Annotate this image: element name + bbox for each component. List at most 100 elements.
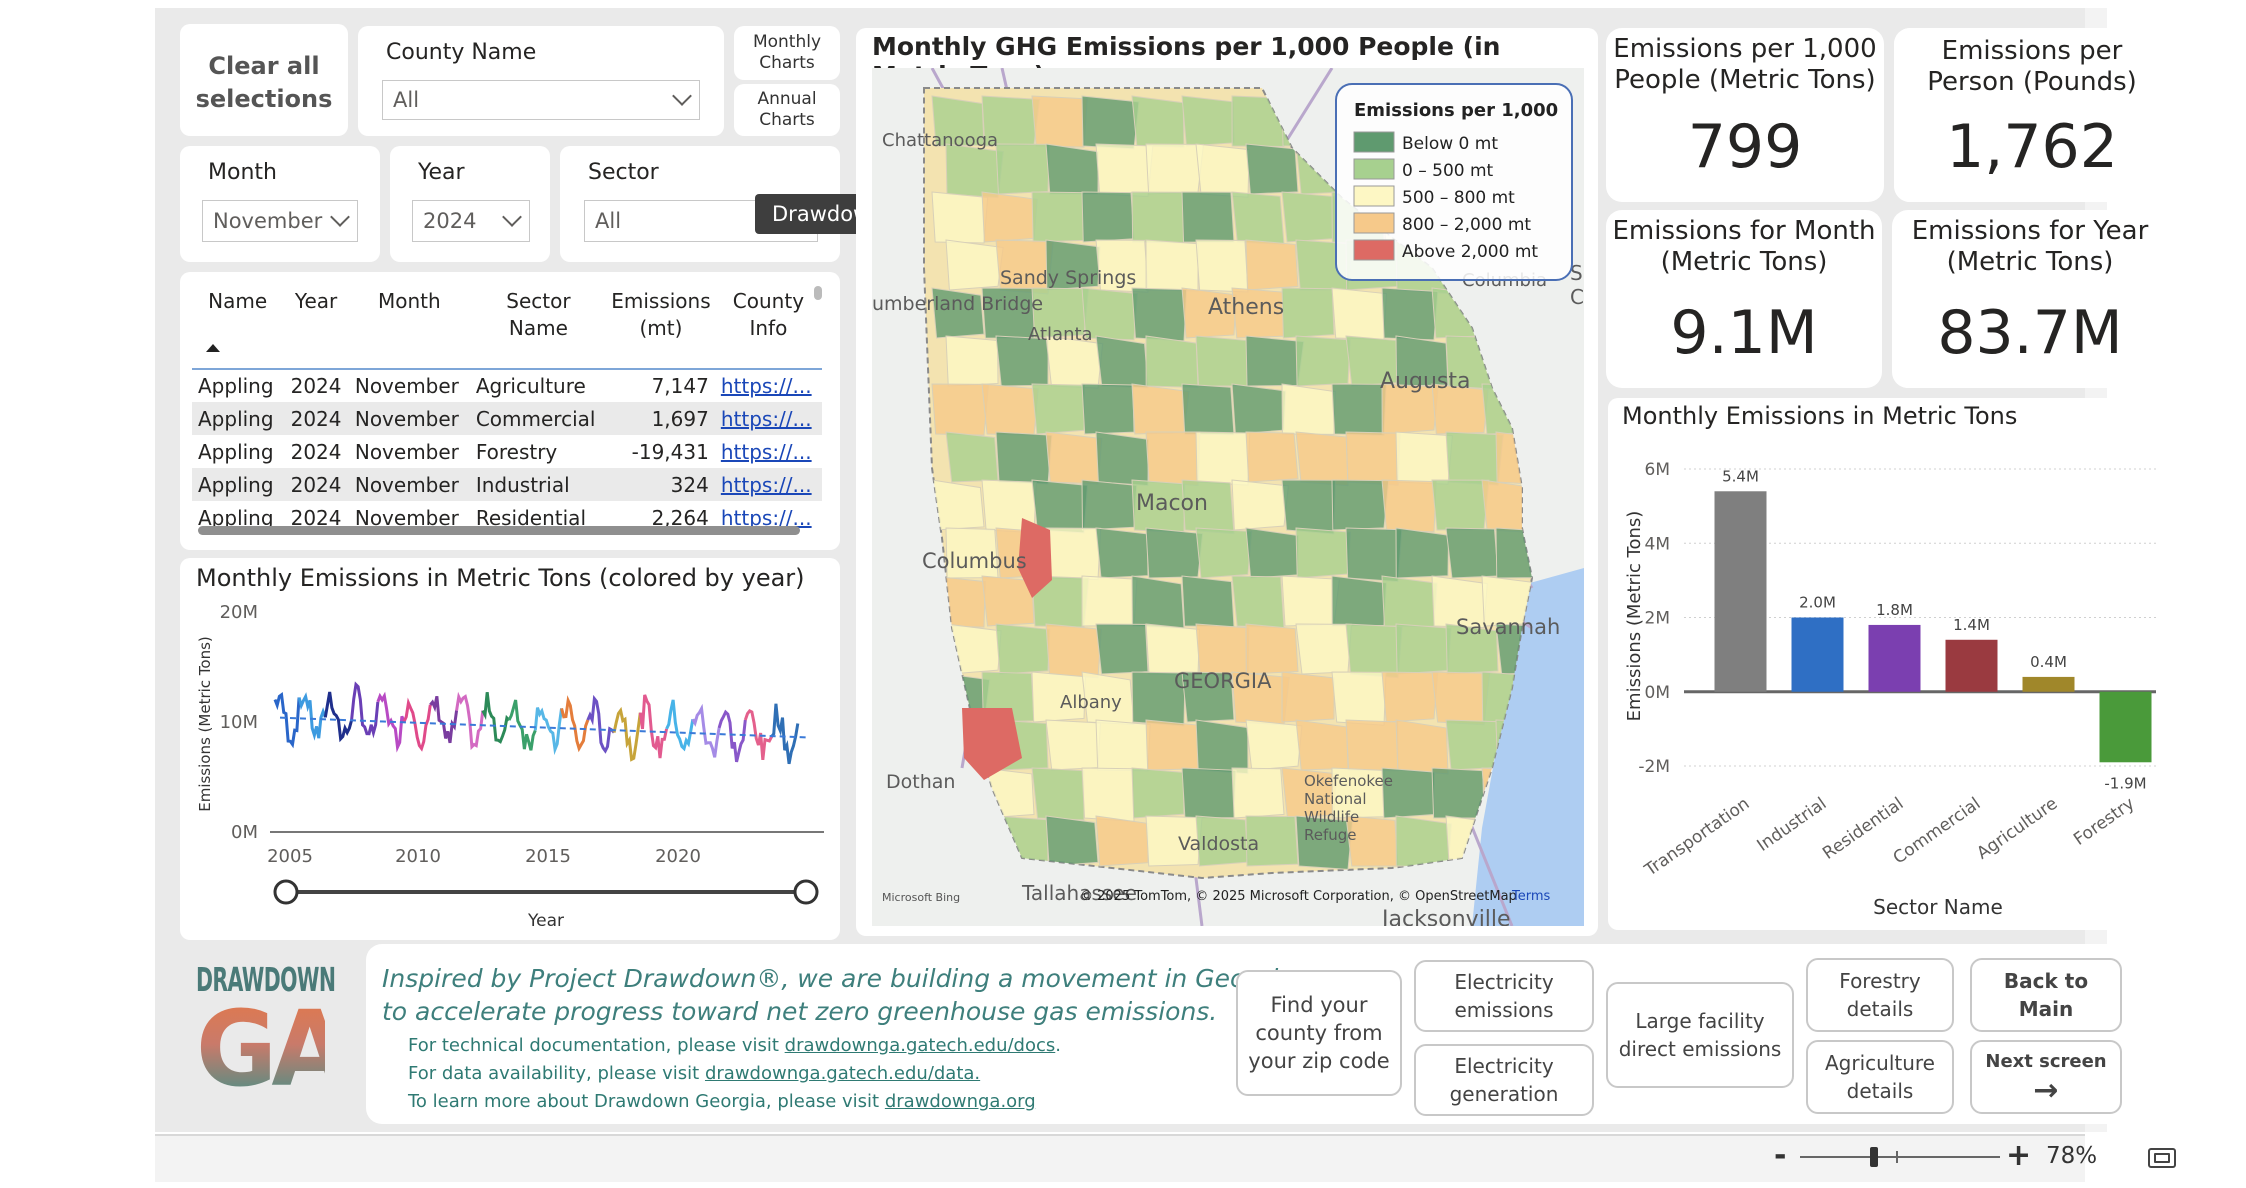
electricity-generation-button[interactable]: Electricity generation [1414,1044,1594,1116]
annual-charts-button[interactable]: Annual Charts [734,84,840,136]
county-shape [1045,527,1102,581]
clear-selections-button[interactable]: Clear all selections [180,24,348,136]
county-shape [1195,527,1253,579]
county-shape [1131,95,1185,148]
kpi-title: Emissions per 1,000 [1613,34,1877,64]
doc-text: For technical documentation, please visi… [408,1035,785,1056]
county-shape [1331,479,1390,531]
year-range-end-handle[interactable] [793,879,819,905]
zoom-slider-thumb[interactable] [1870,1147,1878,1167]
learn-text: To learn more about Drawdown Georgia, pl… [408,1091,885,1112]
zoom-slider-track[interactable] [1800,1156,2000,1158]
bar-chart-title: Monthly Emissions in Metric Tons [1622,402,2018,430]
zoom-out-button[interactable]: - [1774,1138,1787,1173]
table-cell: 2024 [290,505,342,530]
year-range-start-handle[interactable] [273,879,299,905]
zoom-in-button[interactable]: + [2006,1138,2032,1173]
x-tick-label: Transportation [1641,794,1754,881]
monthly-charts-button[interactable]: Monthly Charts [734,26,840,80]
bar-agriculture [2022,676,2075,692]
agriculture-details-button[interactable]: Agriculture details [1806,1040,1954,1114]
horizontal-scrollbar[interactable] [198,526,800,535]
county-shape [931,191,989,244]
electricity-emissions-button[interactable]: Electricity emissions [1414,960,1594,1032]
table-row[interactable]: Appling 2024 November Forestry -19,431 https:… [192,435,822,468]
county-shape [1245,431,1299,483]
county-shape [981,383,1039,436]
emissions-table-wrap: Name Year Month Sector Name Emissions (mt) Coun… [192,288,822,534]
county-shape [1481,575,1532,627]
sort-arrow-icon[interactable] [206,344,220,352]
table-header[interactable]: Sector Name [470,288,607,369]
line-chart-card: Monthly Emissions in Metric Tons (colore… [180,558,840,940]
table-header[interactable]: Year [283,288,349,369]
table-row[interactable]: Appling 2024 November Commercial 1,697 https:… [192,402,822,435]
table-cell: 2,264 [651,505,709,530]
data-link[interactable]: drawdownga.gatech.edu/data. [704,1063,981,1084]
county-shape [1395,431,1453,485]
month-dropdown[interactable]: November [202,200,358,242]
btn-label: Back to [2003,969,2089,993]
county-dropdown[interactable]: All [382,80,700,120]
bar-chart-card: Monthly Emissions in Metric Tons 6M 4M 2M 0… [1608,398,2168,930]
county-shape [1081,479,1138,531]
legend-swatch [1353,185,1395,207]
kpi-title: Emissions for Month [1612,216,1876,246]
county-shape [1295,335,1351,387]
y-tick-label: 6M [1645,460,1670,480]
table-cell: Residential [475,505,586,530]
year-dropdown[interactable]: 2024 [412,200,530,242]
header-label: (mt) [639,316,683,340]
year-series-line [429,695,459,744]
county-shape [1031,767,1085,821]
table-header[interactable]: Emissions (mt) [607,288,715,369]
county-info-link[interactable]: https://... [720,374,812,398]
trend-line [279,716,807,739]
fit-to-page-icon[interactable] [2148,1148,2176,1168]
learn-link[interactable]: drawdownga.org [884,1091,1036,1112]
year-series-line [533,707,564,756]
county-info-link[interactable]: https://... [720,472,812,497]
georgia-map[interactable]: Chattanooga Sandy Springs umberland Bridge… [872,68,1584,926]
table-cell: Appling [198,406,274,431]
county-shape [1495,527,1532,579]
year-series-line [612,706,642,762]
doc-link[interactable]: drawdownga.gatech.edu/docs [784,1035,1056,1056]
legend-label: Below 0 mt [1402,134,1498,154]
find-county-zip-button[interactable]: Find your county from your zip code [1236,970,1402,1096]
county-shape [1181,767,1237,819]
tagline-1: Inspired by Project Drawdown®, we are bu… [382,964,1294,993]
county-shape [1231,383,1287,435]
county-shape [1281,191,1335,243]
county-shape [1131,575,1185,630]
bar-chart-svg: 6M4M2M0M-2M5.4MTransportation2.0MIndustr… [1624,460,2156,919]
forestry-details-button[interactable]: Forestry details [1806,958,1954,1032]
large-facility-button[interactable]: Large facility direct emissions [1606,982,1794,1088]
county-shape [1081,575,1138,627]
county-shape [1295,815,1354,870]
map-terms-link[interactable]: Terms [1511,889,1551,904]
table-header[interactable]: Month [349,288,470,369]
table-row[interactable]: Appling 2024 November Agriculture 7,147 https… [192,369,822,402]
county-info-link[interactable]: https://... [720,406,812,431]
vertical-scrollbar[interactable] [814,286,822,300]
county-shape [1231,191,1285,245]
back-to-main-button[interactable]: Back to Main [1970,958,2122,1032]
next-screen-button[interactable]: Next screen → [1970,1040,2122,1114]
year-series-line [402,697,432,752]
legend-label: 0 – 500 mt [1402,161,1494,181]
county-info-link[interactable]: https://... [720,505,812,530]
year-label: Year [418,160,465,185]
map-place-label: Tallahassee [1021,881,1137,905]
learn-line: To learn more about Drawdown Georgia, pl… [408,1088,1061,1116]
county-shape [981,575,1035,627]
table-header[interactable]: Name [192,288,283,369]
county-info-link[interactable]: https://... [720,439,812,464]
drawdown-logo[interactable]: DRAWDOWN GA [196,960,348,1110]
county-shape [1281,479,1336,535]
table-row[interactable]: Appling 2024 November Industrial 324 https://… [192,468,822,501]
county-shape [1245,143,1299,195]
table-header[interactable]: County Info [715,288,822,369]
legend-box [1335,83,1573,281]
county-shape [1331,287,1387,340]
